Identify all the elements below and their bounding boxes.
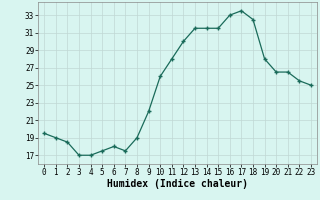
X-axis label: Humidex (Indice chaleur): Humidex (Indice chaleur)	[107, 179, 248, 189]
